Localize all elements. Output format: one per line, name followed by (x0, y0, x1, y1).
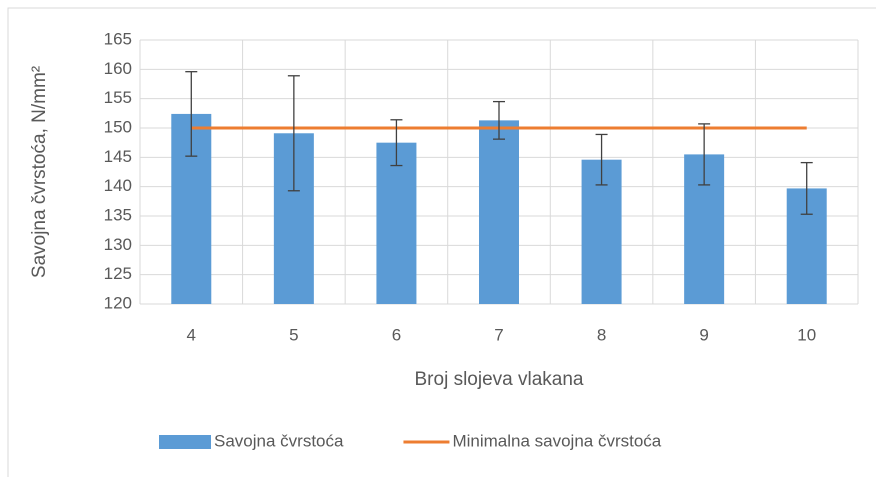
x-tick-label: 8 (597, 325, 606, 344)
y-tick-label: 125 (104, 264, 132, 283)
y-tick-label: 140 (104, 176, 132, 195)
x-axis-title: Broj slojeva vlakana (415, 369, 584, 390)
y-axis-title: Savojna čvrstoća, N/mm² (29, 66, 50, 278)
x-tick-label: 10 (797, 325, 816, 344)
y-tick-label: 150 (104, 117, 132, 136)
chart-border (7, 7, 876, 477)
legend-label: Savojna čvrstoća (214, 431, 344, 450)
y-tick-label: 130 (104, 235, 132, 254)
x-tick-label: 7 (494, 325, 503, 344)
y-tick-label: 145 (104, 147, 132, 166)
y-tick-label: 120 (104, 293, 132, 312)
y-tick-label: 160 (104, 59, 132, 78)
y-tick-label: 155 (104, 88, 132, 107)
bar (376, 142, 417, 304)
x-tick-label: 6 (392, 325, 401, 344)
x-tick-label: 9 (699, 325, 708, 344)
legend-swatch (159, 435, 211, 449)
bar (479, 120, 519, 304)
legend-label: Minimalna savojna čvrstoća (452, 431, 661, 450)
y-tick-label: 135 (104, 205, 132, 224)
x-tick-label: 4 (187, 325, 196, 344)
y-tick-label: 165 (104, 29, 132, 48)
x-tick-label: 5 (289, 325, 298, 344)
